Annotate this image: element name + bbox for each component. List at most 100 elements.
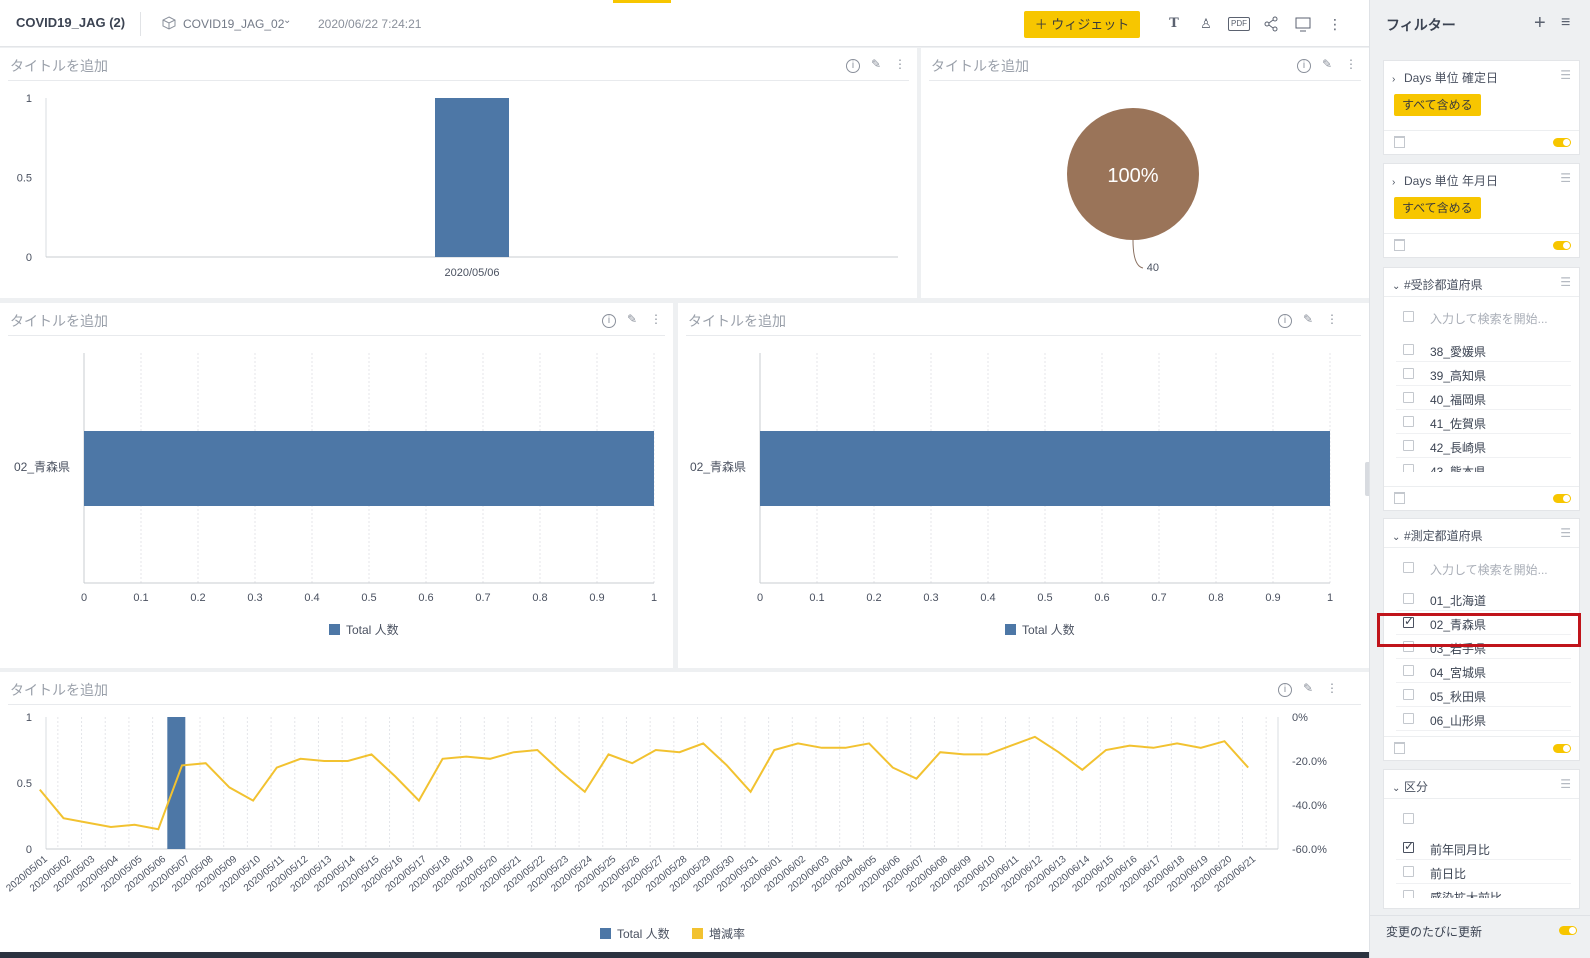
filter-label[interactable]: #測定都道府県: [1404, 529, 1483, 543]
more-icon[interactable]: ⋮: [1326, 681, 1338, 695]
share-icon[interactable]: [1262, 15, 1280, 33]
trash-icon[interactable]: [1394, 492, 1405, 504]
info-icon[interactable]: i: [602, 314, 616, 328]
filter-label[interactable]: Days 単位 確定日: [1404, 71, 1499, 85]
more-icon[interactable]: ⋮: [650, 312, 662, 326]
slice-label: 100%: [1107, 165, 1158, 187]
checkbox[interactable]: [1403, 866, 1414, 877]
filter-search[interactable]: 入力して検索を開始...: [1396, 306, 1571, 328]
monitor-icon[interactable]: [1294, 15, 1312, 33]
widget-bar-chart[interactable]: タイトルを追加 i ✎ ⋮ 1 0.5 0 2020/05/06: [0, 48, 917, 298]
checkbox-checked[interactable]: [1403, 839, 1414, 853]
select-all-checkbox[interactable]: [1403, 813, 1414, 824]
edit-icon[interactable]: ✎: [1302, 681, 1314, 695]
list-item[interactable]: 04_宮城県: [1396, 659, 1571, 683]
toggle-icon[interactable]: [1553, 241, 1571, 250]
checkbox[interactable]: [1403, 368, 1414, 379]
more-icon[interactable]: ⋮: [1328, 16, 1342, 32]
add-filter-icon[interactable]: +: [1534, 12, 1546, 34]
filter-search[interactable]: 入力して検索を開始...: [1396, 557, 1571, 579]
filter-label[interactable]: 区分: [1404, 780, 1429, 794]
widget-pie-chart[interactable]: タイトルを追加 i ✎ ⋮ 100% 40: [921, 48, 1369, 298]
search-input[interactable]: 入力して検索を開始...: [1430, 312, 1548, 326]
widget-hbar-chart-2[interactable]: タイトルを追加 i ✎ ⋮ 0 0.1 0.2 0.3 0.4 0.5 0.6 0.7 0.8 0.9…: [678, 303, 1369, 668]
drag-handle-icon[interactable]: ☰: [1560, 777, 1571, 791]
pdf-icon[interactable]: PDF: [1228, 17, 1250, 31]
list-item[interactable]: 38_愛媛県: [1396, 338, 1571, 362]
menu-icon[interactable]: ≡: [1561, 14, 1571, 31]
drag-handle-icon[interactable]: ☰: [1560, 275, 1571, 289]
drag-handle-icon[interactable]: ☰: [1560, 68, 1571, 82]
checkbox[interactable]: [1403, 890, 1414, 898]
search-input[interactable]: 入力して検索を開始...: [1430, 563, 1548, 577]
text-icon[interactable]: T: [1169, 16, 1179, 31]
trash-icon[interactable]: [1394, 742, 1405, 754]
list-item[interactable]: 41_佐賀県: [1396, 410, 1571, 434]
widget-hbar-chart-1[interactable]: タイトルを追加 i ✎ ⋮ 0 0.1 0.2 0.3 0.4 0.5 0.6 0.7 0.8 0.9…: [0, 303, 673, 668]
y2-tick-label: -60.0%: [1292, 844, 1327, 856]
edit-icon[interactable]: ✎: [1302, 312, 1314, 326]
checkbox[interactable]: [1403, 440, 1414, 451]
list-item[interactable]: 39_高知県: [1396, 362, 1571, 386]
list-item[interactable]: 前日比: [1396, 860, 1571, 884]
widget-title[interactable]: タイトルを追加: [931, 58, 1029, 74]
list-item-selected[interactable]: 02_青森県: [1396, 611, 1571, 635]
select-all-checkbox[interactable]: [1403, 311, 1414, 322]
checkbox[interactable]: [1403, 416, 1414, 427]
palette-icon[interactable]: ♙: [1200, 16, 1212, 31]
widget-title[interactable]: タイトルを追加: [10, 58, 108, 74]
list-item[interactable]: 感染拡大前比: [1396, 884, 1571, 898]
chevron-down-icon[interactable]: ⌄: [283, 15, 292, 26]
list-item[interactable]: 01_北海道: [1396, 587, 1571, 611]
drag-handle-icon[interactable]: ☰: [1560, 171, 1571, 185]
datasource-selector[interactable]: COVID19_JAG_02: [183, 17, 285, 31]
add-widget-button[interactable]: ＋ ウィジェット: [1024, 11, 1140, 38]
edit-icon[interactable]: ✎: [870, 57, 882, 71]
widget-title[interactable]: タイトルを追加: [10, 682, 108, 698]
chevron-down-icon[interactable]: ⌄: [1392, 783, 1401, 794]
info-icon[interactable]: i: [1278, 683, 1292, 697]
list-item-selected[interactable]: 前年同月比: [1396, 836, 1571, 860]
info-icon[interactable]: i: [1297, 59, 1311, 73]
widget-combo-chart[interactable]: タイトルを追加 i ✎ ⋮ 1 0.5 0 0% -20.0% -40.0% -60.0% 202…: [0, 672, 1369, 952]
list-item[interactable]: 05_秋田県: [1396, 683, 1571, 707]
more-icon[interactable]: ⋮: [1326, 312, 1338, 326]
toggle-icon[interactable]: [1553, 744, 1571, 753]
trash-icon[interactable]: [1394, 239, 1405, 251]
filter-label[interactable]: #受診都道府県: [1404, 278, 1483, 292]
edit-icon[interactable]: ✎: [1321, 57, 1333, 71]
more-icon[interactable]: ⋮: [894, 57, 906, 71]
select-all-checkbox[interactable]: [1403, 562, 1414, 573]
edit-icon[interactable]: ✎: [626, 312, 638, 326]
checkbox[interactable]: [1403, 689, 1414, 700]
chevron-down-icon[interactable]: ⌄: [1392, 281, 1401, 292]
include-all-button[interactable]: すべて含める: [1394, 94, 1481, 116]
list-item[interactable]: 43_熊本県: [1396, 458, 1571, 472]
dashboard-title[interactable]: COVID19_JAG (2): [16, 15, 126, 30]
checkbox[interactable]: [1403, 464, 1414, 472]
chevron-right-icon[interactable]: ›: [1392, 177, 1396, 188]
widget-title[interactable]: タイトルを追加: [10, 313, 108, 329]
list-item[interactable]: 40_福岡県: [1396, 386, 1571, 410]
toggle-icon[interactable]: [1553, 494, 1571, 503]
drag-handle-icon[interactable]: ☰: [1560, 526, 1571, 540]
chevron-down-icon[interactable]: ⌄: [1392, 532, 1401, 543]
filter-label[interactable]: Days 単位 年月日: [1404, 174, 1499, 188]
toggle-icon[interactable]: [1553, 138, 1571, 147]
auto-update-toggle-icon[interactable]: [1559, 926, 1577, 935]
checkbox-checked[interactable]: [1403, 614, 1414, 628]
checkbox[interactable]: [1403, 344, 1414, 355]
checkbox[interactable]: [1403, 392, 1414, 403]
checkbox[interactable]: [1403, 713, 1414, 724]
info-icon[interactable]: i: [846, 59, 860, 73]
more-icon[interactable]: ⋮: [1345, 57, 1357, 71]
widget-title[interactable]: タイトルを追加: [688, 313, 786, 329]
info-icon[interactable]: i: [1278, 314, 1292, 328]
trash-icon[interactable]: [1394, 136, 1405, 148]
checkbox[interactable]: [1403, 593, 1414, 604]
list-item[interactable]: 06_山形県: [1396, 707, 1571, 731]
list-item[interactable]: 42_長崎県: [1396, 434, 1571, 458]
include-all-button[interactable]: すべて含める: [1394, 197, 1481, 219]
checkbox[interactable]: [1403, 665, 1414, 676]
chevron-right-icon[interactable]: ›: [1392, 74, 1396, 85]
